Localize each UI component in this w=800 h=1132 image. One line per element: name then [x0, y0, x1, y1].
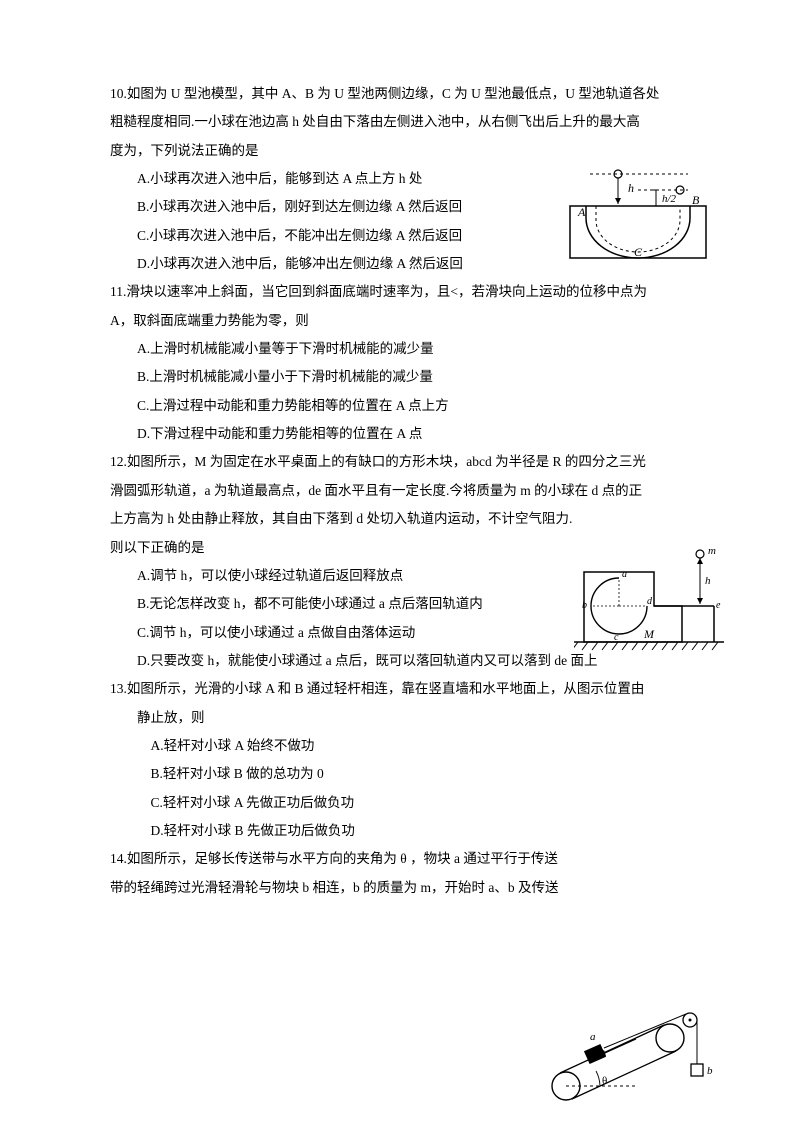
- q11-opt-D: D.下滑过程中动能和重力势能相等的位置在 A 点: [110, 420, 690, 448]
- q13-opt-D: D.轻杆对小球 B 先做正功后做负功: [110, 817, 690, 845]
- q12-fig-a: a: [622, 569, 627, 580]
- q12-stem-line2: 滑圆弧形轨道，a 为轨道最高点，de 面水平且有一定长度.今将质量为 m 的小球…: [110, 477, 690, 505]
- q13-opt-C: C.轻杆对小球 A 先做正功后做负功: [110, 789, 690, 817]
- q12-fig-d: d: [647, 596, 653, 607]
- q10-fig-B: B: [692, 193, 700, 207]
- q12-fig-h: h: [705, 575, 711, 587]
- q11-opt-C: C.上滑过程中动能和重力势能相等的位置在 A 点上方: [110, 392, 690, 420]
- q12-stem-line3: 上方高为 h 处由静止释放，其自由下落到 d 处切入轨道内运动，不计空气阻力.: [110, 505, 690, 533]
- q13-opt-B: B.轻杆对小球 B 做的总功为 0: [110, 760, 690, 788]
- q10-fig-h: h: [628, 181, 634, 195]
- q10-figure: h h/2 A B C: [568, 168, 708, 260]
- q11-stem-line2: A，取斜面底端重力势能为零，则: [110, 307, 690, 335]
- q12-fig-b: b: [582, 600, 587, 611]
- q14-stem-line1: 14.如图所示，足够长传送带与水平方向的夹角为 θ ，物块 a 通过平行于传送: [110, 845, 690, 873]
- q12-fig-M: M: [643, 627, 655, 641]
- q12-figure: m h a b c d e M: [574, 542, 724, 654]
- q10-stem-line1: 10.如图为 U 型池模型，其中 A、B 为 U 型池两侧边缘，C 为 U 型池…: [110, 80, 690, 108]
- q14-figure: a b θ: [540, 998, 720, 1108]
- q11-stem-line1: 11.滑块以速率冲上斜面，当它回到斜面底端时速率为，且<，若滑块向上运动的位移中…: [110, 278, 690, 306]
- q12-stem-line1: 12.如图所示，M 为固定在水平桌面上的有缺口的方形木块，abcd 为半径是 R…: [110, 448, 690, 476]
- q10-fig-h2: h/2: [662, 193, 677, 205]
- q13-stem-line1: 13.如图所示，光滑的小球 A 和 B 通过轻杆相连，靠在竖直墙和水平地面上，从…: [110, 675, 690, 703]
- q14-fig-theta: θ: [602, 1075, 607, 1087]
- q13-opt-A: A.轻杆对小球 A 始终不做功: [110, 732, 690, 760]
- q13-stem-line2: 静止放，则: [110, 704, 690, 732]
- q14-stem-line2: 带的轻绳跨过光滑轻滑轮与物块 b 相连，b 的质量为 m，开始时 a、b 及传送: [110, 874, 690, 902]
- q12-fig-c: c: [614, 632, 619, 643]
- page: 10.如图为 U 型池模型，其中 A、B 为 U 型池两侧边缘，C 为 U 型池…: [0, 0, 800, 1132]
- q11-opt-A: A.上滑时机械能减小量等于下滑时机械能的减少量: [110, 335, 690, 363]
- q10-stem-line2: 粗糙程度相同.一小球在池边高 h 处自由下落由左侧进入池中，从右侧飞出后上升的最…: [110, 108, 690, 136]
- q10-fig-A: A: [577, 205, 586, 219]
- q14-fig-a: a: [590, 1031, 596, 1043]
- q14-fig-b: b: [707, 1065, 713, 1077]
- q12-fig-m: m: [708, 545, 716, 557]
- q10-stem-line3: 度为，下列说法正确的是: [110, 137, 690, 165]
- q12-fig-e: e: [716, 600, 721, 611]
- q10-fig-C: C: [634, 245, 643, 259]
- q11-opt-B: B.上滑时机械能减小量小于下滑时机械能的减少量: [110, 363, 690, 391]
